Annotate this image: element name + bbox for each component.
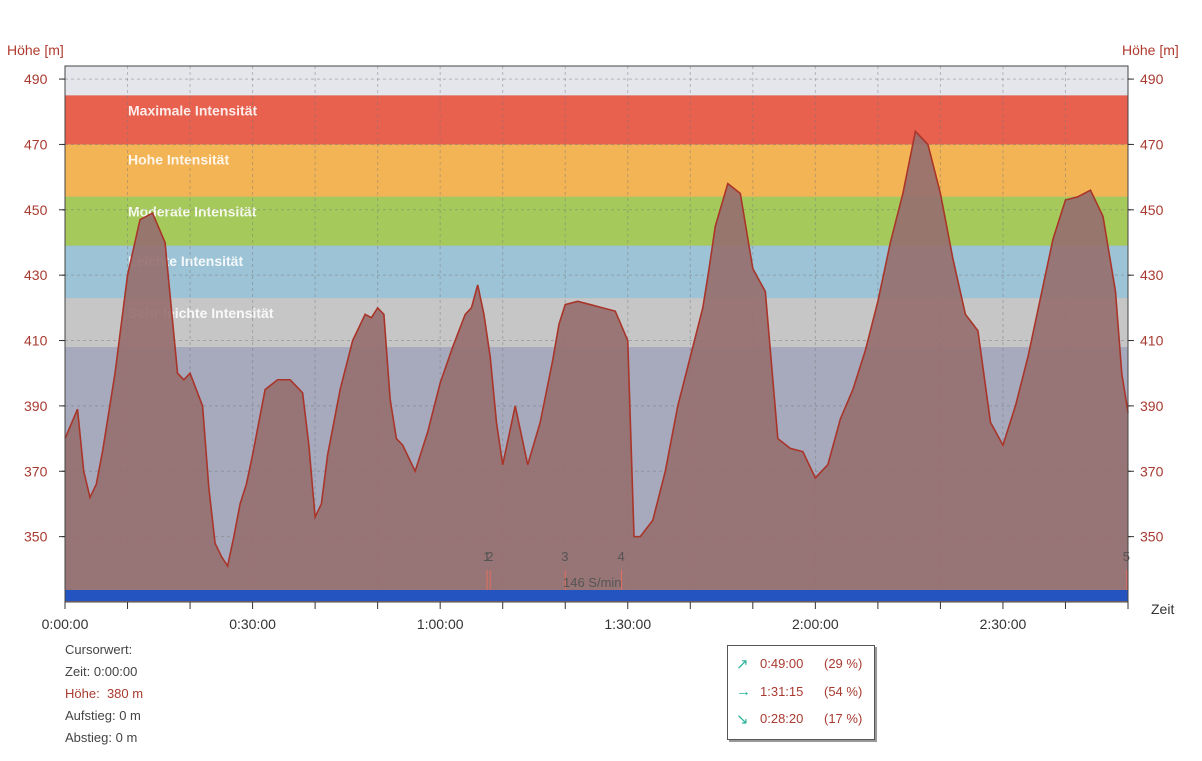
zone-label: Moderate Intensität <box>128 204 257 220</box>
cursor-ascent: Aufstieg: 0 m <box>65 708 141 723</box>
y-tick-label-right: 410 <box>1140 333 1164 349</box>
cursor-title: Cursorwert: <box>65 642 133 657</box>
zone-label: Maximale Intensität <box>128 102 257 118</box>
stat-row-ascent: ↗ 0:49:00 (29 %) <box>736 655 866 675</box>
y-tick-label-right: 350 <box>1140 529 1164 545</box>
x-tick-label: 2:30:00 <box>980 616 1027 632</box>
x-axis-title: Zeit <box>1151 601 1174 617</box>
y-tick-label-left: 450 <box>24 202 48 218</box>
y-tick-label-right: 450 <box>1140 202 1164 218</box>
lap-marker-label: 1 <box>483 549 490 564</box>
lap-marker-label: 5 <box>1123 549 1130 564</box>
x-tick-label: 1:00:00 <box>417 616 464 632</box>
y-tick-label-left: 470 <box>24 136 48 152</box>
y-tick-label-right: 490 <box>1140 71 1164 87</box>
activity-bar <box>65 590 1128 601</box>
intensity-zone <box>65 144 1128 197</box>
elevation-line <box>64 129 1129 569</box>
plot-top-band <box>65 66 1128 96</box>
arrow-right-icon: → <box>736 683 751 700</box>
intensity-zone <box>65 95 1128 145</box>
right-axis-title: Höhe [m] <box>1122 42 1179 58</box>
left-axis-title: Höhe [m] <box>7 42 64 58</box>
arrow-up-right-icon: ↗ <box>736 656 749 673</box>
y-tick-label-left: 350 <box>24 529 48 545</box>
stat-flat-percent: (54 %) <box>824 684 863 699</box>
gradient-stats-panel: ↗ 0:49:00 (29 %) → 1:31:15 (54 %) ↘ 0:28… <box>727 645 875 740</box>
y-tick-label-right: 390 <box>1140 398 1164 414</box>
stat-flat-time: 1:31:15 <box>760 684 804 699</box>
stat-ascent-percent: (29 %) <box>824 656 863 671</box>
x-tick-label: 0:00:00 <box>42 616 89 632</box>
elevation-area <box>65 131 1128 603</box>
arrow-down-right-icon: ↘ <box>736 711 749 728</box>
plot-frame <box>64 65 1129 603</box>
y-tick-label-right: 430 <box>1140 267 1164 283</box>
y-tick-label-left: 370 <box>24 463 48 479</box>
y-tick-label-right: 370 <box>1140 463 1164 479</box>
cadence-label: 146 S/min <box>563 575 622 590</box>
y-tick-label-left: 490 <box>24 71 48 87</box>
lap-marker-label: 2 <box>486 549 493 564</box>
lap-marker-label: 3 <box>561 549 568 564</box>
zone-label: Hohe Intensität <box>128 151 229 167</box>
cursor-height: Höhe: 380 m <box>65 686 144 701</box>
y-tick-label-left: 410 <box>24 333 48 349</box>
cursor-time: Zeit: 0:00:00 <box>65 664 138 679</box>
stat-descent-time: 0:28:20 <box>760 711 804 726</box>
lap-marker-label: 4 <box>618 549 625 564</box>
stat-descent-percent: (17 %) <box>824 711 863 726</box>
y-tick-label-right: 470 <box>1140 136 1164 152</box>
x-tick-label: 1:30:00 <box>604 616 651 632</box>
cursor-descent: Abstieg: 0 m <box>65 730 138 745</box>
x-tick-label: 2:00:00 <box>792 616 839 632</box>
x-tick-label: 0:30:00 <box>229 616 276 632</box>
stat-row-descent: ↘ 0:28:20 (17 %) <box>736 710 866 730</box>
y-tick-label-left: 390 <box>24 398 48 414</box>
intensity-zone <box>65 196 1128 246</box>
cursor-info-panel: Cursorwert: Zeit: 0:00:00 Höhe: 380 m Au… <box>65 639 143 749</box>
elevation-chart[interactable]: Maximale Intensität Hohe Intensität Modera… <box>0 0 1202 640</box>
stat-ascent-time: 0:49:00 <box>760 656 804 671</box>
stat-row-flat: → 1:31:15 (54 %) <box>736 683 866 703</box>
y-tick-label-left: 430 <box>24 267 48 283</box>
